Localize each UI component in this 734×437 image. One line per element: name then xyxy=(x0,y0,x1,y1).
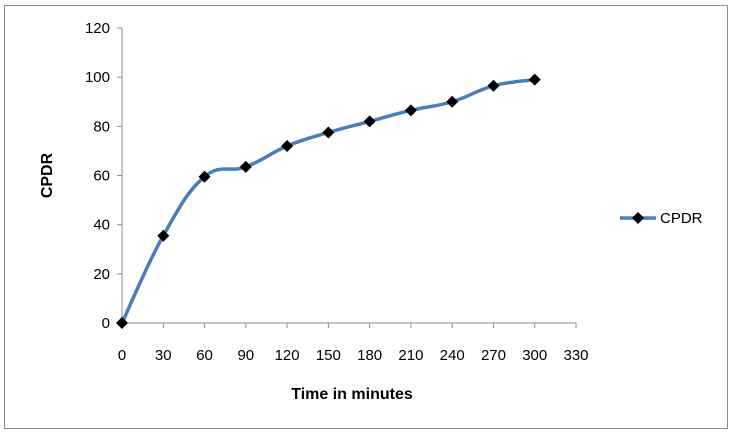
x-tick-label-240: 240 xyxy=(440,347,465,364)
x-tick-label-30: 30 xyxy=(155,347,172,364)
data-point-270 xyxy=(487,79,500,92)
data-point-30 xyxy=(157,229,170,242)
series-layer xyxy=(116,73,541,329)
legend-marker-cpdr xyxy=(632,212,644,224)
x-tick-label-300: 300 xyxy=(522,347,547,364)
y-tick-label-20: 20 xyxy=(93,266,110,283)
y-tick-label-120: 120 xyxy=(85,20,110,37)
y-ticks: 0 20 40 60 80 100 120 xyxy=(85,20,122,332)
x-tick-label-330: 330 xyxy=(563,347,588,364)
x-tick-label-180: 180 xyxy=(357,347,382,364)
x-tick-label-210: 210 xyxy=(398,347,423,364)
data-point-90 xyxy=(239,160,252,173)
x-tick-label-270: 270 xyxy=(481,347,506,364)
x-tick-label-150: 150 xyxy=(316,347,341,364)
x-tick-label-120: 120 xyxy=(275,347,300,364)
data-point-210 xyxy=(404,104,417,117)
x-axis-title: Time in minutes xyxy=(291,386,413,403)
x-ticks: 0 30 60 90 120 150 180 210 240 270 300 330 xyxy=(118,323,589,364)
legend-label-cpdr: CPDR xyxy=(660,210,703,227)
y-tick-label-60: 60 xyxy=(93,168,110,185)
y-tick-label-80: 80 xyxy=(93,118,110,135)
series-line-cpdr xyxy=(120,77,537,325)
x-tick-label-0: 0 xyxy=(118,347,126,364)
y-tick-label-0: 0 xyxy=(102,315,110,332)
legend: CPDR xyxy=(620,210,703,227)
y-tick-label-40: 40 xyxy=(93,217,110,234)
y-axis-title: CPDR xyxy=(39,152,56,198)
x-tick-label-90: 90 xyxy=(237,347,254,364)
y-tick-label-100: 100 xyxy=(85,69,110,86)
axes xyxy=(121,28,576,324)
data-point-0 xyxy=(116,317,128,329)
data-point-120 xyxy=(281,140,294,152)
data-point-240 xyxy=(446,95,459,108)
chart-frame xyxy=(4,5,728,429)
x-tick-label-60: 60 xyxy=(196,347,213,364)
data-point-60 xyxy=(198,170,211,183)
data-point-150 xyxy=(322,126,335,139)
data-point-180 xyxy=(363,115,376,128)
data-point-300 xyxy=(528,73,541,86)
